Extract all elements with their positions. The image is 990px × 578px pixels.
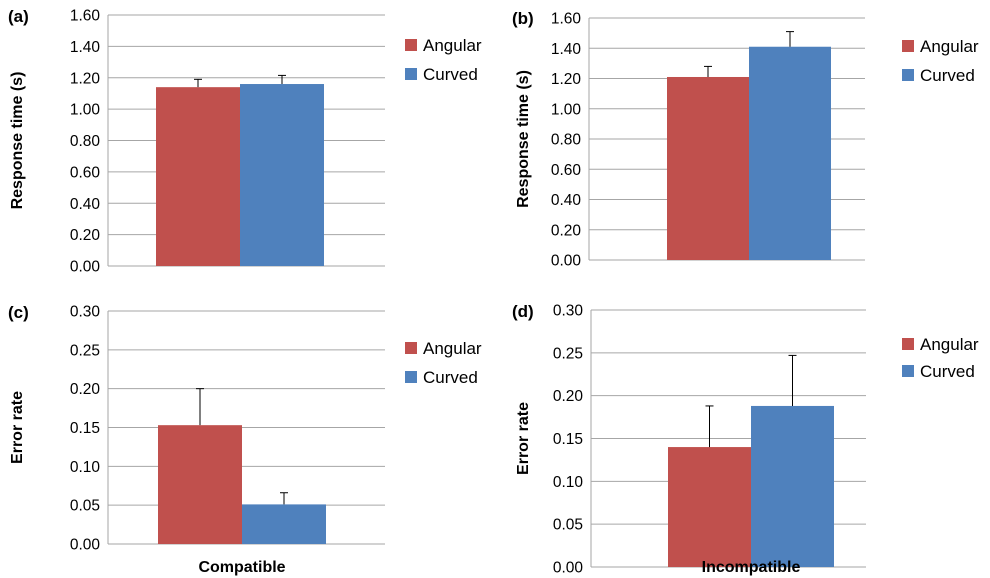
y-tick-label: 0.60 <box>70 164 101 181</box>
chart-panel-c: 0.00 0.05 0.10 0.15 0.20 0.25 0.30 (c) Error rat… <box>0 289 495 578</box>
y-tick-label: 1.60 <box>70 8 101 25</box>
x-axis-label: Incompatible <box>702 559 801 576</box>
y-tick-label: 0.60 <box>551 162 582 179</box>
y-tick-label: 0.05 <box>70 498 100 515</box>
chart-svg: 0.00 0.05 0.10 0.15 0.20 0.25 0.30 (d) Error rat… <box>512 302 979 577</box>
y-tick-label: 1.20 <box>551 71 582 88</box>
y-tick-label: 0.15 <box>553 431 583 448</box>
legend-swatch-angular <box>902 338 914 350</box>
legend-swatch-angular <box>405 39 417 51</box>
panel-label: (c) <box>8 303 29 322</box>
bar-curved <box>749 46 831 260</box>
y-tick-label: 0.05 <box>553 517 583 534</box>
legend-swatch-angular <box>902 40 914 52</box>
legend-label: Curved <box>920 66 975 85</box>
y-axis-label: Error rate <box>9 391 26 464</box>
legend-swatch-curved <box>405 68 417 80</box>
y-tick-label: 1.60 <box>551 11 582 28</box>
chart-panel-d: 0.00 0.05 0.10 0.15 0.20 0.25 0.30 (d) Error rat… <box>495 289 990 578</box>
legend-label: Angular <box>920 335 979 354</box>
y-tick-label: 1.40 <box>551 41 582 58</box>
y-tick-label: 0.20 <box>70 381 101 398</box>
bar-curved <box>242 504 326 544</box>
y-tick-label: 0.80 <box>551 132 582 149</box>
y-tick-label: 0.00 <box>70 537 101 554</box>
legend-swatch-angular <box>405 342 417 354</box>
y-tick-label: 0.30 <box>70 304 101 321</box>
legend-label: Curved <box>423 368 478 387</box>
y-tick-label: 0.40 <box>551 192 582 209</box>
chart-svg: 0.00 0.20 0.40 0.60 0.80 1.00 1.20 1.40 1.60 (a) R… <box>8 7 482 276</box>
x-axis-label: Compatible <box>198 559 285 576</box>
y-tick-label: 0.20 <box>553 388 584 405</box>
panel-label: (b) <box>512 9 534 28</box>
bar-curved <box>240 84 324 267</box>
y-tick-label: 1.40 <box>70 39 101 56</box>
panel-label: (d) <box>512 302 534 321</box>
chart-svg: 0.00 0.20 0.40 0.60 0.80 1.00 1.20 1.40 1.60 (b) R… <box>512 9 979 270</box>
y-tick-label: 1.00 <box>70 102 101 119</box>
y-tick-label: 0.00 <box>70 259 101 276</box>
y-tick-label: 0.25 <box>70 342 100 359</box>
y-axis-label: Response time (s) <box>9 72 26 210</box>
y-tick-label: 0.20 <box>70 227 101 244</box>
y-tick-label: 1.00 <box>551 101 582 118</box>
y-axis-label: Response time (s) <box>515 70 532 208</box>
bar-angular <box>667 76 749 260</box>
legend-label: Curved <box>920 362 975 381</box>
legend-label: Angular <box>920 37 979 56</box>
panel-label: (a) <box>8 7 29 26</box>
chart-svg: 0.00 0.05 0.10 0.15 0.20 0.25 0.30 (c) Error rat… <box>8 303 482 576</box>
y-tick-label: 0.40 <box>70 196 101 213</box>
y-tick-label: 0.20 <box>551 222 582 239</box>
y-tick-label: 0.25 <box>553 345 583 362</box>
y-tick-label: 0.10 <box>70 459 101 476</box>
legend-swatch-curved <box>902 69 914 81</box>
y-axis-label: Error rate <box>515 402 532 475</box>
chart-panel-a: 0.00 0.20 0.40 0.60 0.80 1.00 1.20 1.40 1.60 (a) R… <box>0 0 495 289</box>
legend-label: Curved <box>423 65 478 84</box>
y-tick-label: 0.10 <box>553 474 584 491</box>
y-tick-label: 0.00 <box>553 560 584 577</box>
y-tick-label: 0.30 <box>553 303 584 320</box>
y-tick-label: 0.80 <box>70 133 101 150</box>
legend-label: Angular <box>423 36 482 55</box>
chart-panel-b: 0.00 0.20 0.40 0.60 0.80 1.00 1.20 1.40 1.60 (b) R… <box>495 0 990 289</box>
y-tick-label: 0.15 <box>70 420 100 437</box>
bar-angular <box>158 425 242 544</box>
bar-angular <box>156 87 240 266</box>
legend-swatch-curved <box>902 365 914 377</box>
y-tick-label: 0.00 <box>551 253 582 270</box>
bar-curved <box>751 405 834 567</box>
bar-angular <box>668 447 751 567</box>
y-tick-label: 1.20 <box>70 70 101 87</box>
legend-label: Angular <box>423 339 482 358</box>
legend-swatch-curved <box>405 371 417 383</box>
